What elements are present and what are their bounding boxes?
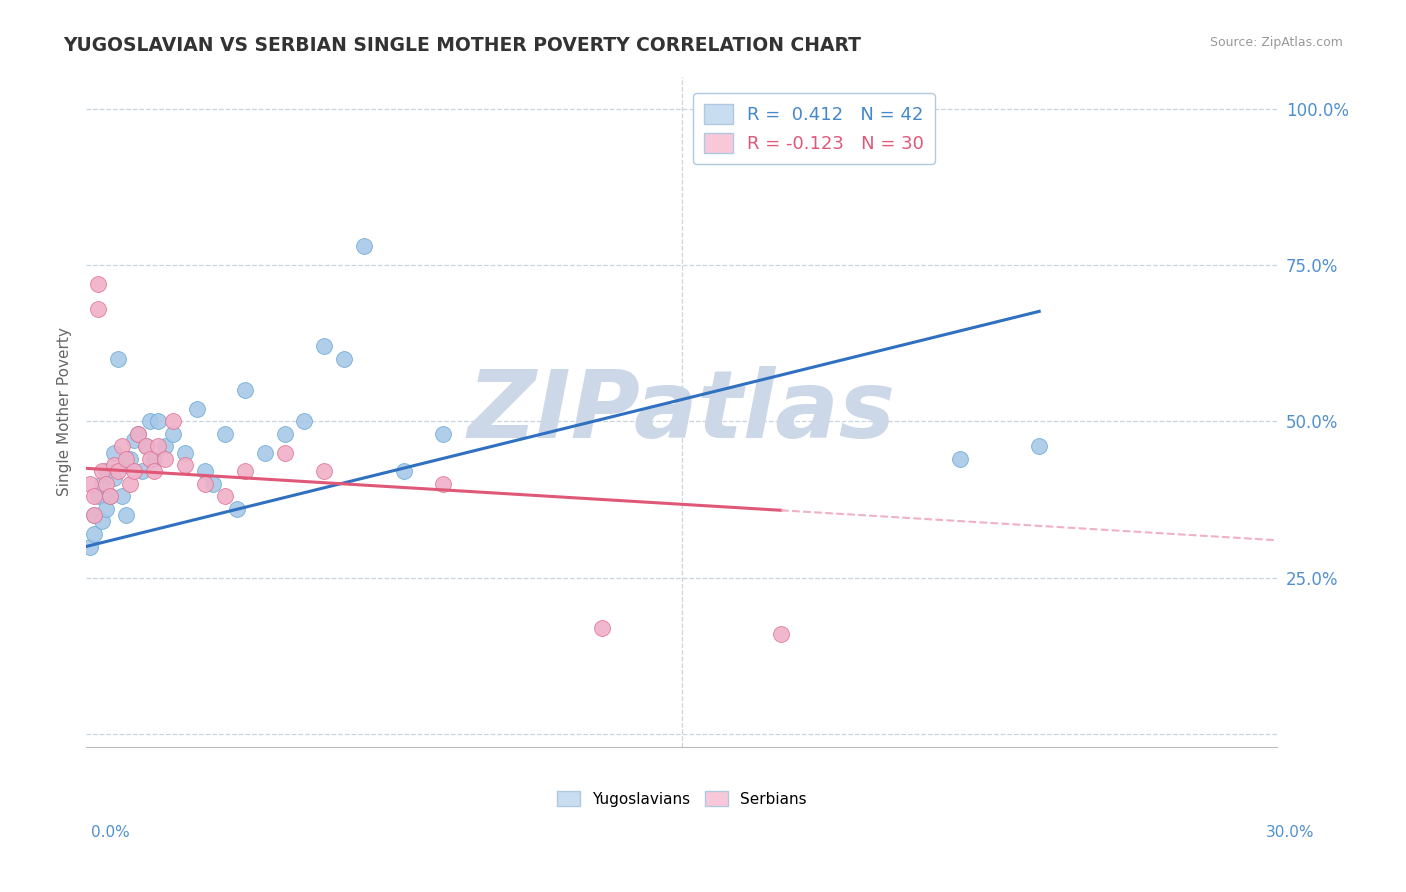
Point — [194, 477, 217, 491]
Y-axis label: Single Mother Poverty: Single Mother Poverty — [58, 327, 72, 497]
Point — [91, 515, 114, 529]
Point — [111, 439, 134, 453]
Point — [273, 446, 295, 460]
Point — [155, 452, 177, 467]
Point — [138, 452, 160, 467]
Point — [186, 401, 208, 416]
Point — [162, 426, 184, 441]
Point — [174, 458, 197, 473]
Point — [94, 477, 117, 491]
Point — [94, 465, 117, 479]
Text: Source: ZipAtlas.com: Source: ZipAtlas.com — [1209, 36, 1343, 49]
Point — [591, 621, 613, 635]
Point — [174, 446, 197, 460]
Point — [273, 426, 295, 441]
Point — [202, 477, 225, 491]
Point — [127, 426, 149, 441]
Point — [98, 490, 121, 504]
Point — [135, 439, 157, 453]
Point — [114, 452, 136, 467]
Point — [127, 426, 149, 441]
Legend: Yugoslavians, Serbians: Yugoslavians, Serbians — [551, 784, 813, 813]
Point — [83, 508, 105, 523]
Point — [91, 477, 114, 491]
Point — [142, 452, 165, 467]
Point — [83, 527, 105, 541]
Point — [214, 490, 236, 504]
Point — [87, 490, 110, 504]
Point — [83, 508, 105, 523]
Point — [392, 465, 415, 479]
Point — [314, 339, 336, 353]
Point — [135, 439, 157, 453]
Point — [122, 465, 145, 479]
Point — [87, 277, 110, 291]
Point — [111, 490, 134, 504]
Point — [146, 414, 169, 428]
Point — [87, 301, 110, 316]
Point — [146, 439, 169, 453]
Point — [333, 351, 356, 366]
Point — [194, 465, 217, 479]
Point — [155, 439, 177, 453]
Point — [770, 627, 793, 641]
Point — [353, 239, 375, 253]
Point — [118, 452, 141, 467]
Point — [294, 414, 316, 428]
Point — [79, 477, 101, 491]
Point — [103, 471, 125, 485]
Point — [131, 465, 153, 479]
Point — [98, 490, 121, 504]
Point — [233, 465, 256, 479]
Point — [103, 458, 125, 473]
Point — [314, 465, 336, 479]
Point — [94, 502, 117, 516]
Point — [107, 465, 129, 479]
Point — [432, 477, 454, 491]
Text: 0.0%: 0.0% — [91, 825, 131, 839]
Point — [949, 452, 972, 467]
Point — [91, 465, 114, 479]
Point — [79, 540, 101, 554]
Point — [1028, 439, 1050, 453]
Text: YUGOSLAVIAN VS SERBIAN SINGLE MOTHER POVERTY CORRELATION CHART: YUGOSLAVIAN VS SERBIAN SINGLE MOTHER POV… — [63, 36, 862, 54]
Point — [432, 426, 454, 441]
Point — [162, 414, 184, 428]
Point — [233, 383, 256, 397]
Point — [226, 502, 249, 516]
Point — [253, 446, 276, 460]
Text: ZIPatlas: ZIPatlas — [468, 366, 896, 458]
Point — [142, 465, 165, 479]
Point — [107, 351, 129, 366]
Point — [122, 433, 145, 447]
Point — [114, 458, 136, 473]
Point — [83, 490, 105, 504]
Text: 30.0%: 30.0% — [1267, 825, 1315, 839]
Point — [138, 414, 160, 428]
Point — [214, 426, 236, 441]
Point — [103, 446, 125, 460]
Point — [114, 508, 136, 523]
Point — [118, 477, 141, 491]
